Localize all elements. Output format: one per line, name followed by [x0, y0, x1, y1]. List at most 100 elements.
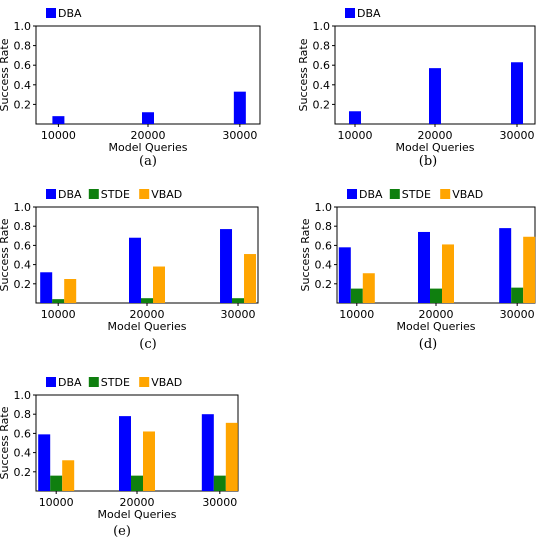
legend-label-stde: STDE — [101, 376, 130, 389]
bar-dba — [338, 247, 351, 303]
bar-stde — [131, 475, 143, 491]
x-tick-label: 20000 — [120, 496, 155, 509]
legend-swatch-dba — [347, 189, 357, 199]
legend-label-dba: DBA — [359, 188, 383, 201]
y-tick-label: 0.2 — [14, 466, 32, 479]
y-tick-label: 1.0 — [14, 20, 32, 33]
y-tick-label: 0.2 — [315, 278, 333, 291]
bar-stde — [430, 288, 442, 303]
x-axis-label: Model Queries — [397, 320, 476, 333]
legend-swatch-stde — [389, 189, 400, 199]
y-tick-label: 0.6 — [14, 427, 32, 440]
y-tick-label: 0.8 — [14, 408, 32, 421]
bar-stde — [50, 475, 63, 491]
y-axis-label: Success Rate — [0, 406, 11, 479]
bar-vbad — [442, 244, 454, 303]
chart-panel-3: 0.2 0.4 0.6 0.8 1.0 10000 20000 30000 Model Quer… — [299, 188, 536, 352]
y-tick-label: 0.8 — [313, 40, 331, 53]
bar-vbad — [244, 254, 257, 303]
x-tick-label: 30000 — [202, 496, 237, 509]
x-tick-label: 10000 — [39, 496, 74, 509]
y-tick-label: 0.2 — [14, 278, 32, 291]
x-tick-label: 20000 — [131, 129, 166, 142]
y-tick-label: 0.8 — [14, 40, 32, 53]
x-axis-label: Model Queries — [98, 508, 177, 521]
legend-label-dba: DBA — [58, 7, 82, 20]
bar-dba — [220, 229, 233, 303]
y-tick-label: 0.4 — [315, 259, 333, 272]
bar-stde — [52, 299, 65, 303]
x-tick-label: 20000 — [418, 129, 453, 142]
x-tick-label: 30000 — [221, 308, 256, 321]
legend-label-dba: DBA — [357, 7, 381, 20]
legend-swatch-dba — [46, 8, 56, 18]
legend-label-stde: STDE — [402, 188, 431, 201]
y-tick-label: 0.6 — [313, 59, 331, 72]
legend-label-stde: STDE — [101, 188, 130, 201]
x-tick-label: 10000 — [338, 129, 373, 142]
panel-caption: (d) — [419, 337, 437, 352]
bar-vbad — [62, 460, 75, 491]
x-tick-label: 30000 — [222, 129, 257, 142]
y-tick-label: 0.4 — [14, 259, 32, 272]
legend-swatch-dba — [46, 377, 56, 387]
x-axis-label: Model Queries — [108, 320, 187, 333]
bar-vbad — [153, 266, 165, 303]
bar-dba — [429, 68, 441, 124]
y-tick-label: 0.2 — [14, 98, 32, 111]
bar-dba — [40, 272, 53, 303]
bar-dba — [38, 434, 51, 491]
plot-frame — [35, 25, 261, 125]
chart-panel-2: 0.2 0.4 0.6 0.8 1.0 10000 20000 30000 Model Quer… — [0, 188, 259, 352]
bar-dba — [233, 91, 246, 124]
bar-dba — [142, 112, 154, 124]
legend-label-dba: DBA — [58, 376, 82, 389]
bar-vbad — [64, 279, 77, 303]
legend-label-vbad: VBAD — [151, 376, 182, 389]
bar-stde — [511, 287, 524, 303]
chart-panel-1: 0.2 0.4 0.6 0.8 1.0 10000 20000 30000 Model Quer… — [297, 7, 536, 169]
y-tick-label: 1.0 — [14, 201, 32, 214]
bar-vbad — [523, 236, 536, 303]
y-tick-label: 0.8 — [14, 220, 32, 233]
panel-caption: (c) — [139, 337, 156, 352]
y-tick-label: 0.4 — [14, 79, 32, 92]
y-tick-label: 1.0 — [14, 389, 32, 402]
bar-stde — [141, 298, 153, 303]
x-tick-label: 30000 — [500, 129, 535, 142]
y-axis-label: Success Rate — [297, 38, 310, 111]
legend-swatch-vbad — [139, 189, 150, 199]
x-tick-label: 10000 — [41, 308, 76, 321]
y-tick-label: 0.2 — [313, 98, 331, 111]
bar-dba — [349, 111, 361, 124]
y-tick-label: 0.6 — [315, 239, 333, 252]
legend-swatch-dba — [345, 8, 355, 18]
bar-dba — [418, 231, 430, 303]
legend-swatch-vbad — [139, 377, 150, 387]
y-axis-label: Success Rate — [0, 38, 11, 111]
bar-dba — [129, 237, 141, 303]
bar-stde — [232, 298, 245, 303]
y-tick-label: 0.6 — [14, 239, 32, 252]
legend-label-vbad: VBAD — [151, 188, 182, 201]
bar-vbad — [362, 273, 375, 303]
legend-label-dba: DBA — [58, 188, 82, 201]
y-axis-label: Success Rate — [0, 218, 11, 291]
bar-stde — [350, 288, 363, 303]
legend-swatch-stde — [88, 189, 99, 199]
bar-vbad — [225, 422, 238, 491]
bar-dba — [511, 62, 523, 124]
y-tick-label: 0.6 — [14, 59, 32, 72]
x-tick-label: 30000 — [500, 308, 535, 321]
legend-swatch-stde — [88, 377, 99, 387]
x-tick-label: 20000 — [130, 308, 165, 321]
y-axis-label: Success Rate — [299, 218, 312, 291]
bar-dba — [201, 414, 214, 491]
chart-panel-4: 0.2 0.4 0.6 0.8 1.0 10000 20000 30000 Model Quer… — [0, 376, 239, 539]
x-axis-label: Model Queries — [109, 141, 188, 154]
bar-stde — [213, 475, 226, 491]
x-axis-label: Model Queries — [396, 141, 475, 154]
bar-dba — [119, 416, 131, 491]
y-tick-label: 1.0 — [313, 20, 331, 33]
